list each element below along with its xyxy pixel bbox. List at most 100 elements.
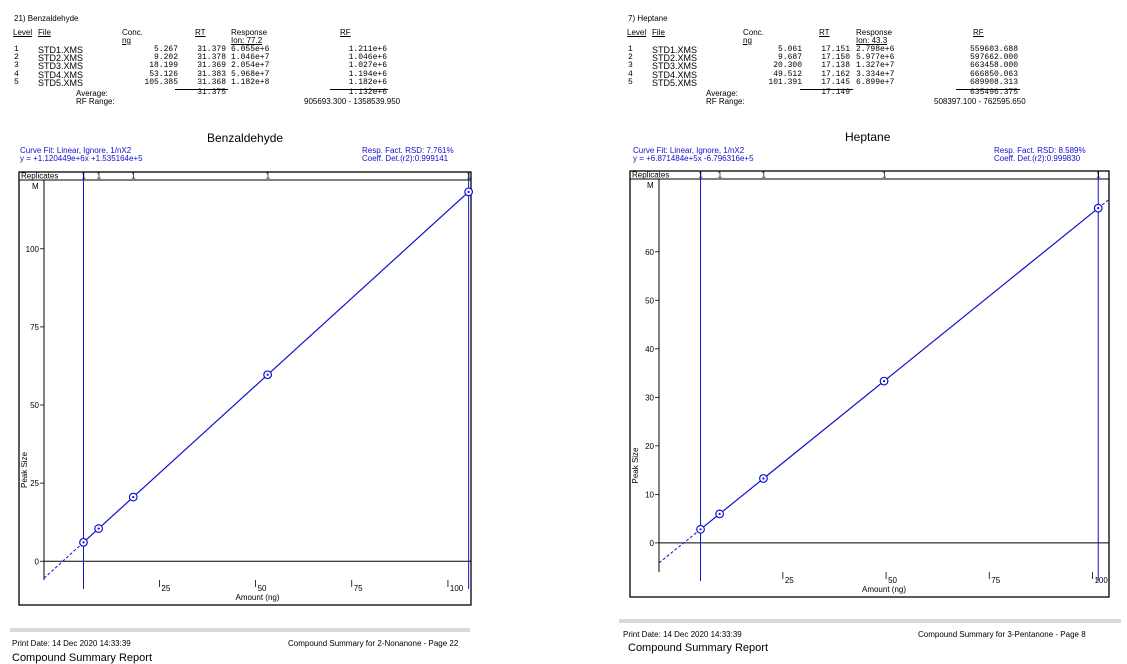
y-max-marker: M — [32, 182, 39, 191]
average-rt: 31.375 — [197, 88, 226, 97]
cell-rf: 1.027e+6 — [348, 61, 387, 71]
y-axis-label: Peak Size — [20, 451, 29, 488]
data-point — [696, 524, 705, 534]
data-point — [79, 537, 88, 547]
col-ion-header: Ion: 77.2 — [231, 36, 263, 45]
data-point — [94, 524, 104, 533]
cell-conc: 5.267 — [153, 45, 178, 54]
cell-rt: 17.138 — [821, 61, 850, 71]
right-report-page: 7) Heptane Level File Conc. ng RT Respon… — [616, 0, 1127, 664]
col-rf-header: RF — [973, 28, 984, 37]
page-info: Compound Summary for 3-Pentanone - Page … — [918, 630, 1086, 639]
cell-response: 6.899e+7 — [856, 77, 895, 87]
data-point-dot — [467, 190, 470, 193]
x-tick-label: 75 — [991, 576, 1000, 585]
data-point-dot — [718, 512, 721, 515]
report-title: Compound Summary Report — [628, 642, 769, 654]
data-point — [879, 376, 889, 386]
fit-line-extension — [43, 541, 84, 579]
y-tick-label: 25 — [30, 479, 39, 488]
col-response-header: Response — [856, 28, 893, 37]
data-point-dot — [762, 477, 765, 480]
col-conc-header: Conc. — [122, 28, 143, 37]
cell-level: 5 — [14, 77, 19, 87]
data-point-dot — [132, 495, 135, 499]
rf-range-label: RF Range: — [706, 97, 745, 106]
page-separator — [619, 619, 1121, 623]
x-tick-label: 25 — [785, 576, 794, 585]
col-rt-header: RT — [195, 28, 206, 37]
cell-level: 3 — [14, 61, 19, 71]
cell-response: 3.334e+7 — [856, 69, 895, 79]
col-file-header: File — [38, 28, 51, 37]
fit-equation: y = +1.120449e+6x +1.535164e+5 — [20, 154, 143, 163]
coeff-label: Coeff. Det.(r2):0.999830 — [994, 154, 1081, 163]
replicate-count: 1 — [718, 171, 723, 180]
report-title: Compound Summary Report — [12, 652, 153, 664]
average-rt: 17.149 — [821, 88, 850, 97]
cell-rf: 597662.000 — [969, 53, 1018, 63]
y-max-marker: M — [647, 181, 654, 190]
cell-level: 2 — [628, 53, 633, 63]
y-tick-label: 30 — [645, 393, 654, 402]
fit-equation: y = +6.871484e+5x -6.796316e+5 — [633, 154, 754, 163]
rt-sum-rule — [175, 89, 228, 90]
rsd-label: Resp. Fact. RSD: 8.589% — [994, 146, 1086, 155]
rf-range-value: 905693.300 - 1358539.950 — [304, 97, 401, 106]
compound-header: 21) Benzaldehyde — [14, 14, 79, 23]
replicate-count: 1 — [882, 171, 887, 180]
cell-rf: 1.046e+6 — [348, 53, 387, 63]
cell-conc: 49.512 — [773, 69, 802, 79]
cell-level: 3 — [628, 61, 633, 71]
cell-file: STD1.XMS — [652, 45, 698, 55]
cell-file: STD5.XMS — [38, 77, 84, 88]
data-point — [715, 509, 725, 519]
rf-range-label: RF Range: — [76, 97, 115, 106]
y-tick-label: 0 — [35, 557, 40, 566]
page-info: Compound Summary for 2-Nonanone - Page 2… — [288, 639, 459, 648]
col-ion-header: Ion: 43.3 — [856, 36, 888, 45]
col-conc-unit: ng — [122, 36, 131, 45]
replicates-label: Replicates — [21, 172, 58, 181]
plot-frame — [18, 171, 472, 606]
cell-rf: 559603.688 — [969, 45, 1018, 54]
col-conc-unit: ng — [743, 36, 752, 45]
cell-file: STD1.XMS — [38, 45, 84, 55]
replicate-count: 1 — [699, 171, 704, 180]
rsd-label: Resp. Fact. RSD: 7.761% — [362, 146, 454, 155]
y-tick-label: 50 — [30, 401, 39, 410]
y-tick-label: 40 — [645, 345, 654, 354]
data-point-dot — [699, 528, 702, 531]
compound-header: 7) Heptane — [628, 14, 668, 23]
col-conc-header: Conc. — [743, 28, 764, 37]
cell-response: 2.054e+7 — [231, 61, 270, 71]
y-tick-label: 0 — [650, 539, 655, 548]
replicates-label: Replicates — [632, 171, 669, 180]
cell-level: 1 — [14, 45, 19, 54]
y-tick-label: 100 — [26, 245, 40, 254]
data-point-dot — [1097, 207, 1100, 210]
col-rf-header: RF — [340, 28, 351, 37]
x-axis-label: Amount (ng) — [235, 593, 279, 602]
y-axis-label: Peak Size — [631, 447, 640, 484]
cell-file: STD5.XMS — [652, 77, 698, 88]
cell-file: STD3.XMS — [38, 61, 84, 72]
x-tick-label: 50 — [258, 584, 267, 593]
cell-response: 1.182e+8 — [231, 77, 270, 87]
rt-sum-rule — [800, 89, 853, 90]
x-tick-label: 25 — [161, 584, 170, 593]
y-tick-label: 10 — [645, 490, 654, 499]
replicate-count: 1 — [266, 172, 271, 181]
curve-fit-label: Curve Fit: Linear, Ignore, 1/nX2 — [20, 146, 132, 155]
cell-rf: 666850.063 — [969, 69, 1018, 79]
cell-rt: 17.150 — [821, 53, 850, 63]
x-tick-label: 100 — [450, 584, 464, 593]
col-level-header: Level — [13, 28, 33, 37]
fit-line-extension — [658, 528, 701, 564]
cell-response: 1.327e+7 — [856, 61, 895, 71]
replicate-count: 1 — [467, 172, 472, 181]
data-point — [1093, 203, 1103, 213]
chart-title: Heptane — [845, 130, 891, 144]
